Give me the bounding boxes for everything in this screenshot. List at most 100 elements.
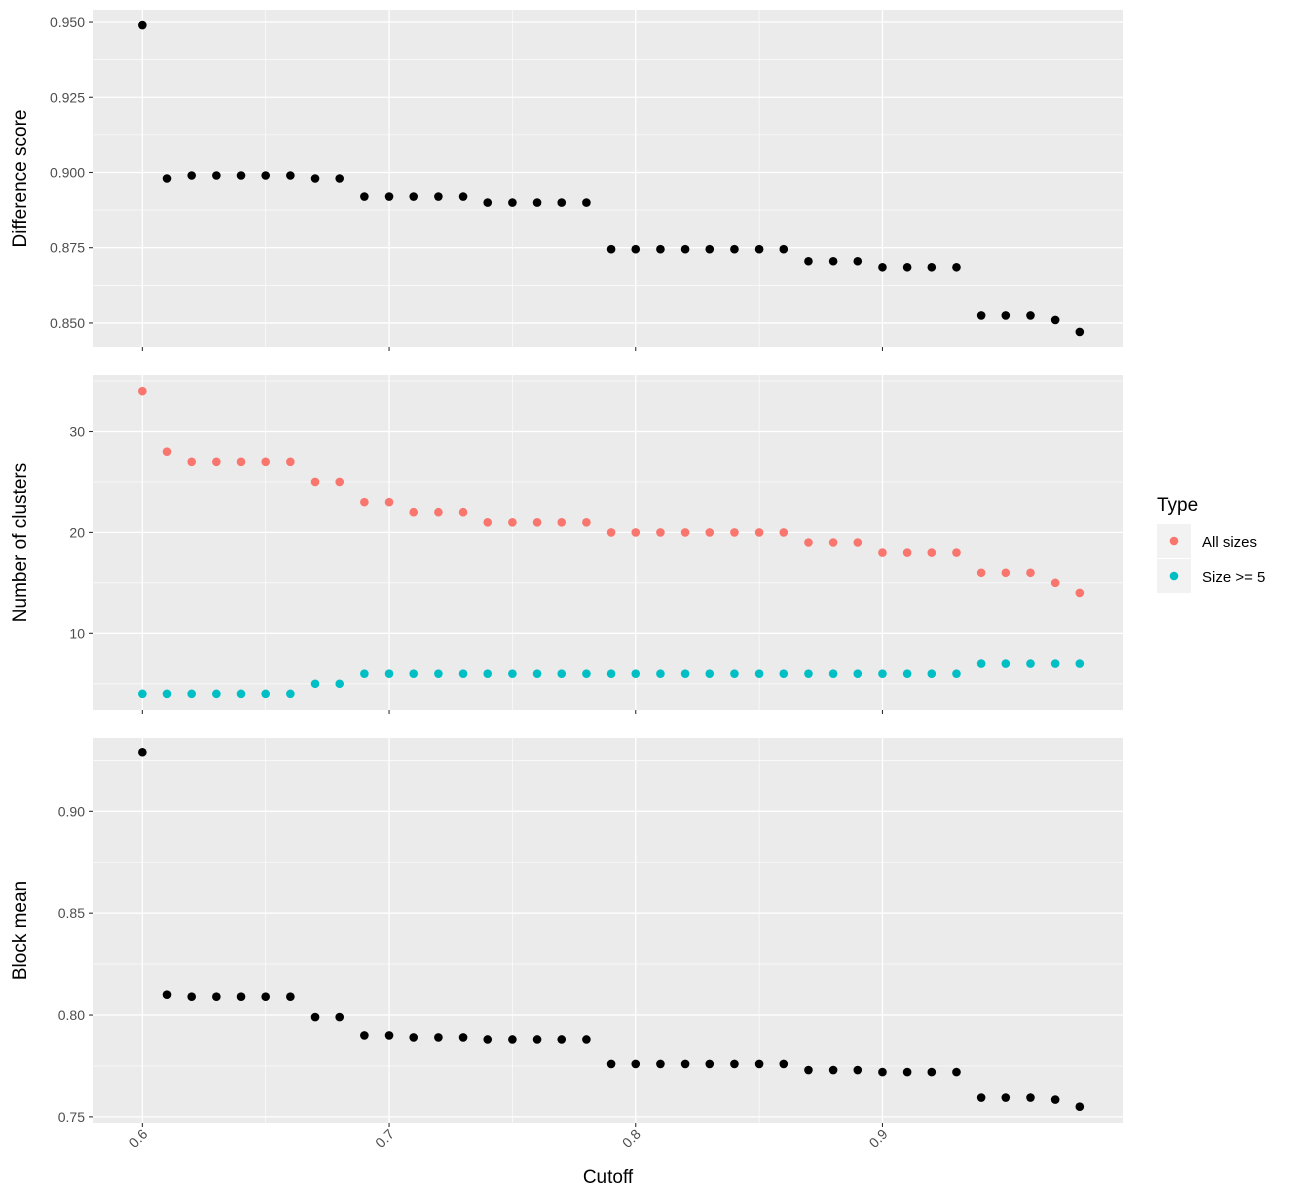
y-tick-label: 0.925: [50, 89, 85, 105]
panel-background: [93, 375, 1123, 710]
panel-background: [93, 738, 1123, 1123]
data-point: [878, 669, 887, 678]
data-point: [952, 262, 961, 272]
data-point: [162, 689, 172, 699]
data-point: [705, 1059, 715, 1069]
data-point: [286, 171, 295, 180]
data-point: [705, 244, 715, 254]
data-point: [730, 669, 739, 678]
data-point: [532, 1035, 542, 1044]
data-point: [1001, 1093, 1011, 1102]
data-point: [1001, 568, 1011, 578]
data-point: [952, 548, 961, 557]
data-point: [976, 311, 986, 320]
data-point: [335, 679, 345, 689]
data-point: [212, 457, 221, 467]
data-point: [582, 518, 591, 527]
data-point: [310, 174, 320, 183]
y-tick-label: 0.850: [50, 315, 85, 331]
data-point: [1026, 568, 1035, 578]
data-point: [335, 477, 345, 487]
legend-label: Size >= 5: [1202, 569, 1265, 586]
panel-background: [93, 10, 1123, 347]
data-point: [409, 192, 419, 201]
data-point: [360, 497, 369, 507]
data-point: [804, 538, 813, 547]
data-point: [532, 669, 542, 678]
data-point: [902, 262, 912, 272]
data-point: [310, 679, 320, 689]
data-point: [1075, 327, 1085, 337]
panel-2: 10 20 30 Number of clusters: [10, 375, 1123, 714]
y-tick-label: 0.80: [58, 1007, 85, 1023]
data-point: [606, 1059, 616, 1069]
data-point: [212, 689, 221, 699]
data-point: [508, 669, 517, 678]
data-point: [853, 1065, 863, 1075]
data-point: [927, 548, 937, 557]
data-point: [1050, 659, 1060, 668]
data-point: [508, 198, 517, 207]
data-point: [557, 198, 567, 207]
data-point: [236, 171, 246, 180]
data-point: [606, 669, 616, 678]
data-point: [656, 528, 665, 537]
data-point: [187, 992, 196, 1002]
y-tick-label: 10: [69, 625, 85, 641]
data-point: [853, 538, 863, 547]
data-point: [236, 689, 246, 699]
data-point: [434, 507, 443, 517]
data-point: [804, 669, 813, 678]
data-point: [532, 198, 542, 207]
data-point: [779, 669, 789, 678]
data-point: [1026, 311, 1035, 320]
x-tick-label: 0.7: [372, 1126, 397, 1151]
data-point: [927, 1067, 937, 1077]
y-axis-title: Block mean: [10, 881, 31, 980]
legend-label: All sizes: [1202, 534, 1257, 551]
data-point: [409, 1033, 419, 1042]
data-point: [384, 669, 394, 678]
data-point: [1001, 659, 1011, 668]
x-tick-label: 0.9: [866, 1126, 891, 1151]
data-point: [680, 244, 690, 254]
data-point: [631, 528, 641, 537]
data-point: [1026, 659, 1035, 668]
data-point: [261, 689, 270, 699]
data-point: [656, 244, 665, 254]
data-point: [187, 457, 196, 467]
data-point: [828, 256, 838, 266]
data-point: [878, 548, 887, 557]
data-point: [261, 457, 270, 467]
data-point: [582, 1035, 591, 1044]
data-point: [261, 992, 270, 1002]
data-point: [1075, 588, 1085, 598]
data-point: [384, 1031, 394, 1040]
data-point: [1075, 659, 1085, 668]
data-point: [1050, 315, 1060, 325]
series-2: [138, 659, 1085, 699]
data-point: [261, 171, 270, 180]
data-point: [434, 192, 443, 201]
data-point: [434, 669, 443, 678]
data-point: [138, 689, 147, 699]
data-point: [335, 174, 345, 183]
series-1: [138, 20, 1085, 337]
data-point: [606, 528, 616, 537]
y-tick-label: 0.900: [50, 164, 85, 180]
data-point: [483, 669, 493, 678]
data-point: [236, 992, 246, 1002]
data-point: [458, 669, 468, 678]
data-point: [138, 20, 147, 30]
data-point: [458, 507, 468, 517]
data-point: [631, 1059, 641, 1069]
data-point: [310, 1012, 320, 1022]
x-axis-title: Cutoff: [583, 1167, 634, 1188]
data-point: [532, 518, 542, 527]
series-1: [138, 386, 1085, 598]
data-point: [582, 198, 591, 207]
y-axis-title: Number of clusters: [10, 463, 31, 622]
data-point: [162, 174, 172, 183]
data-point: [902, 669, 912, 678]
data-point: [187, 171, 196, 180]
